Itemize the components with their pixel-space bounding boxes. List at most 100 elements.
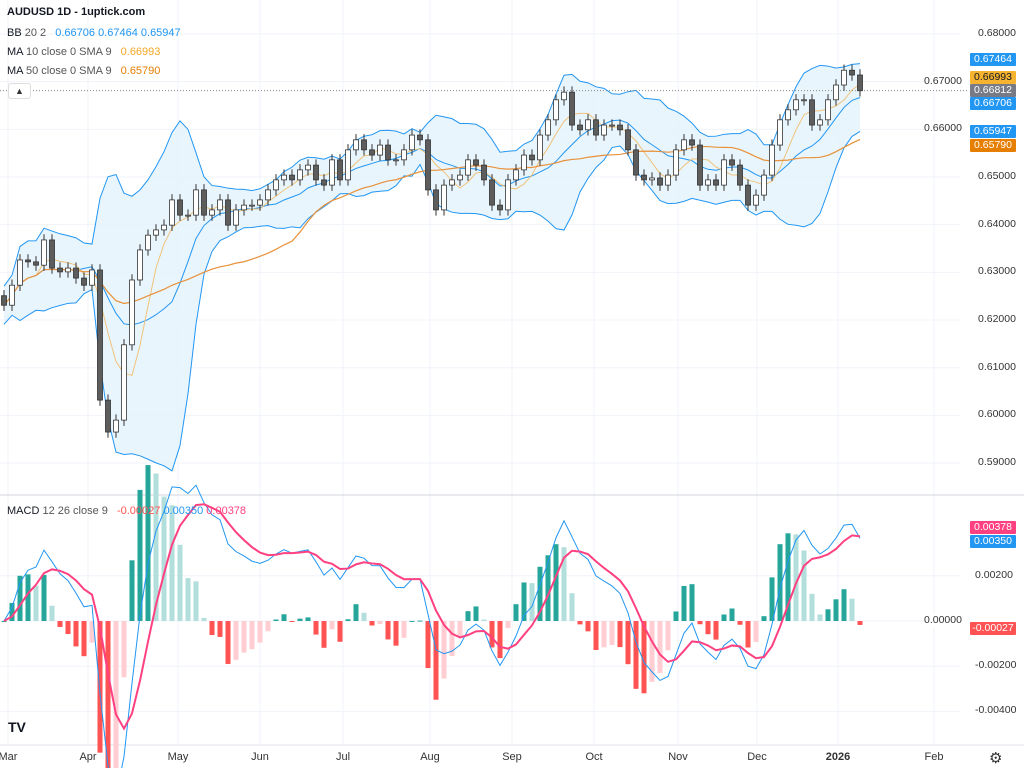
candle-body bbox=[601, 124, 607, 136]
candle-body bbox=[697, 144, 703, 186]
macd-histogram-bar bbox=[561, 547, 567, 621]
candle-body bbox=[129, 279, 135, 346]
macd-histogram-bar bbox=[641, 621, 647, 694]
candle-body bbox=[369, 149, 375, 156]
macd-histogram-bar bbox=[801, 550, 807, 621]
candle-body bbox=[689, 139, 695, 146]
candle-body bbox=[273, 179, 279, 191]
candle-body bbox=[593, 119, 599, 136]
macd-histogram-bar bbox=[369, 621, 375, 626]
macd-histogram-bar bbox=[193, 581, 199, 621]
macd-histogram-bar bbox=[57, 621, 63, 627]
bb-params: 20 2 bbox=[24, 27, 47, 39]
price-tick-label: 0.67000 bbox=[924, 74, 962, 88]
candle-body bbox=[289, 174, 295, 181]
macd-histogram-bar bbox=[745, 621, 751, 648]
macd-histogram-bar bbox=[481, 619, 487, 621]
macd-histogram-bar bbox=[121, 621, 127, 678]
candle-body bbox=[281, 174, 287, 181]
bb-legend[interactable]: BB 20 2 0.66706 0.67464 0.65947 bbox=[7, 27, 181, 39]
collapse-legend-button[interactable]: ▲ bbox=[8, 83, 31, 99]
macd-histogram-bar bbox=[697, 621, 703, 625]
price-tick-label: 0.60000 bbox=[978, 408, 1016, 422]
candle-body bbox=[513, 169, 519, 181]
candle-body bbox=[401, 149, 407, 161]
bb-basis-value: 0.66706 bbox=[55, 27, 95, 39]
candle-body bbox=[585, 119, 591, 131]
ma10-params: 10 close 0 SMA 9 bbox=[25, 46, 112, 58]
macd-histogram-bar bbox=[97, 621, 103, 753]
macd-histogram-bar bbox=[361, 612, 367, 621]
candle-body bbox=[353, 139, 359, 151]
macd-signal-line bbox=[3, 503, 861, 731]
x-tick-label: May bbox=[167, 751, 189, 763]
macd-tick-label: 0.00000 bbox=[924, 614, 962, 627]
macd-histogram-bar bbox=[633, 621, 639, 689]
candle-body bbox=[657, 177, 663, 186]
candle-body bbox=[825, 99, 831, 121]
candle-body bbox=[809, 99, 815, 126]
macd-histogram-bar bbox=[385, 621, 391, 640]
chevron-up-icon: ▲ bbox=[15, 86, 24, 96]
ma50-label: MA bbox=[7, 65, 23, 77]
macd-histogram-bar bbox=[297, 618, 303, 621]
ma50-line bbox=[3, 138, 861, 306]
ma50-params: 50 close 0 SMA 9 bbox=[25, 65, 112, 77]
ma10-label: MA bbox=[7, 46, 23, 58]
macd-histogram-bar bbox=[233, 621, 239, 660]
macd-hist-value: -0.00027 bbox=[116, 505, 161, 517]
macd-histogram-bar bbox=[201, 617, 207, 621]
x-tick-label: Aug bbox=[420, 751, 440, 763]
macd-histogram-bar bbox=[553, 544, 559, 621]
candle-body bbox=[673, 149, 679, 176]
x-tick-label: Oct bbox=[585, 751, 603, 763]
ma10-line bbox=[3, 83, 861, 377]
candle-body bbox=[649, 177, 655, 181]
bollinger-upper-line bbox=[3, 63, 861, 287]
candle-body bbox=[753, 194, 759, 206]
tradingview-logo[interactable]: TV bbox=[8, 719, 26, 735]
macd-signal-tag: 0.00378 bbox=[970, 521, 1016, 534]
macd-histogram-bar bbox=[1, 621, 7, 622]
macd-histogram-bar bbox=[281, 614, 287, 621]
bb-lower-price-tag: 0.65947 bbox=[970, 125, 1016, 138]
candle-body bbox=[25, 259, 31, 263]
ma50-legend[interactable]: MA 50 close 0 SMA 9 0.65790 bbox=[7, 65, 160, 77]
macd-histogram-bar bbox=[49, 605, 55, 621]
candle-body bbox=[713, 179, 719, 186]
macd-histogram-bar bbox=[209, 621, 215, 636]
settings-gear-icon[interactable]: ⚙ bbox=[989, 750, 1003, 767]
candle-body bbox=[633, 149, 639, 176]
macd-histogram-bar bbox=[665, 621, 671, 651]
macd-histogram-bar bbox=[585, 621, 591, 632]
macd-histogram-bar bbox=[321, 621, 327, 648]
macd-params: 12 26 close 9 bbox=[42, 505, 108, 517]
macd-legend[interactable]: MACD 12 26 close 9 -0.00027 0.00350 0.00… bbox=[7, 505, 246, 517]
candle-body bbox=[737, 164, 743, 186]
candle-body bbox=[425, 139, 431, 191]
candle-body bbox=[361, 139, 367, 151]
macd-histogram-bar bbox=[441, 621, 447, 679]
macd-histogram-bar bbox=[505, 621, 511, 629]
ma10-value: 0.66993 bbox=[120, 46, 161, 58]
macd-histogram-bar bbox=[329, 621, 335, 630]
macd-histogram-bar bbox=[465, 611, 471, 621]
macd-histogram-bar bbox=[833, 599, 839, 621]
x-tick-label: 2026 bbox=[825, 751, 851, 763]
x-tick-label: Sep bbox=[502, 751, 522, 763]
macd-histogram-bar bbox=[513, 604, 519, 621]
ma10-legend[interactable]: MA 10 close 0 SMA 9 0.66993 bbox=[7, 46, 160, 58]
candle-body bbox=[41, 239, 47, 266]
candle-body bbox=[321, 179, 327, 186]
x-tick-label: Apr bbox=[79, 751, 97, 763]
candle-body bbox=[497, 204, 503, 211]
macd-line-tag: 0.00350 bbox=[970, 535, 1016, 548]
macd-histogram-bar bbox=[377, 621, 383, 625]
macd-histogram-bar bbox=[401, 621, 407, 638]
candle-body bbox=[665, 174, 671, 186]
macd-histogram-bar bbox=[81, 621, 87, 657]
macd-line-value: 0.00350 bbox=[163, 505, 204, 517]
macd-signal-value: 0.00378 bbox=[206, 505, 247, 517]
candle-body bbox=[729, 159, 735, 166]
